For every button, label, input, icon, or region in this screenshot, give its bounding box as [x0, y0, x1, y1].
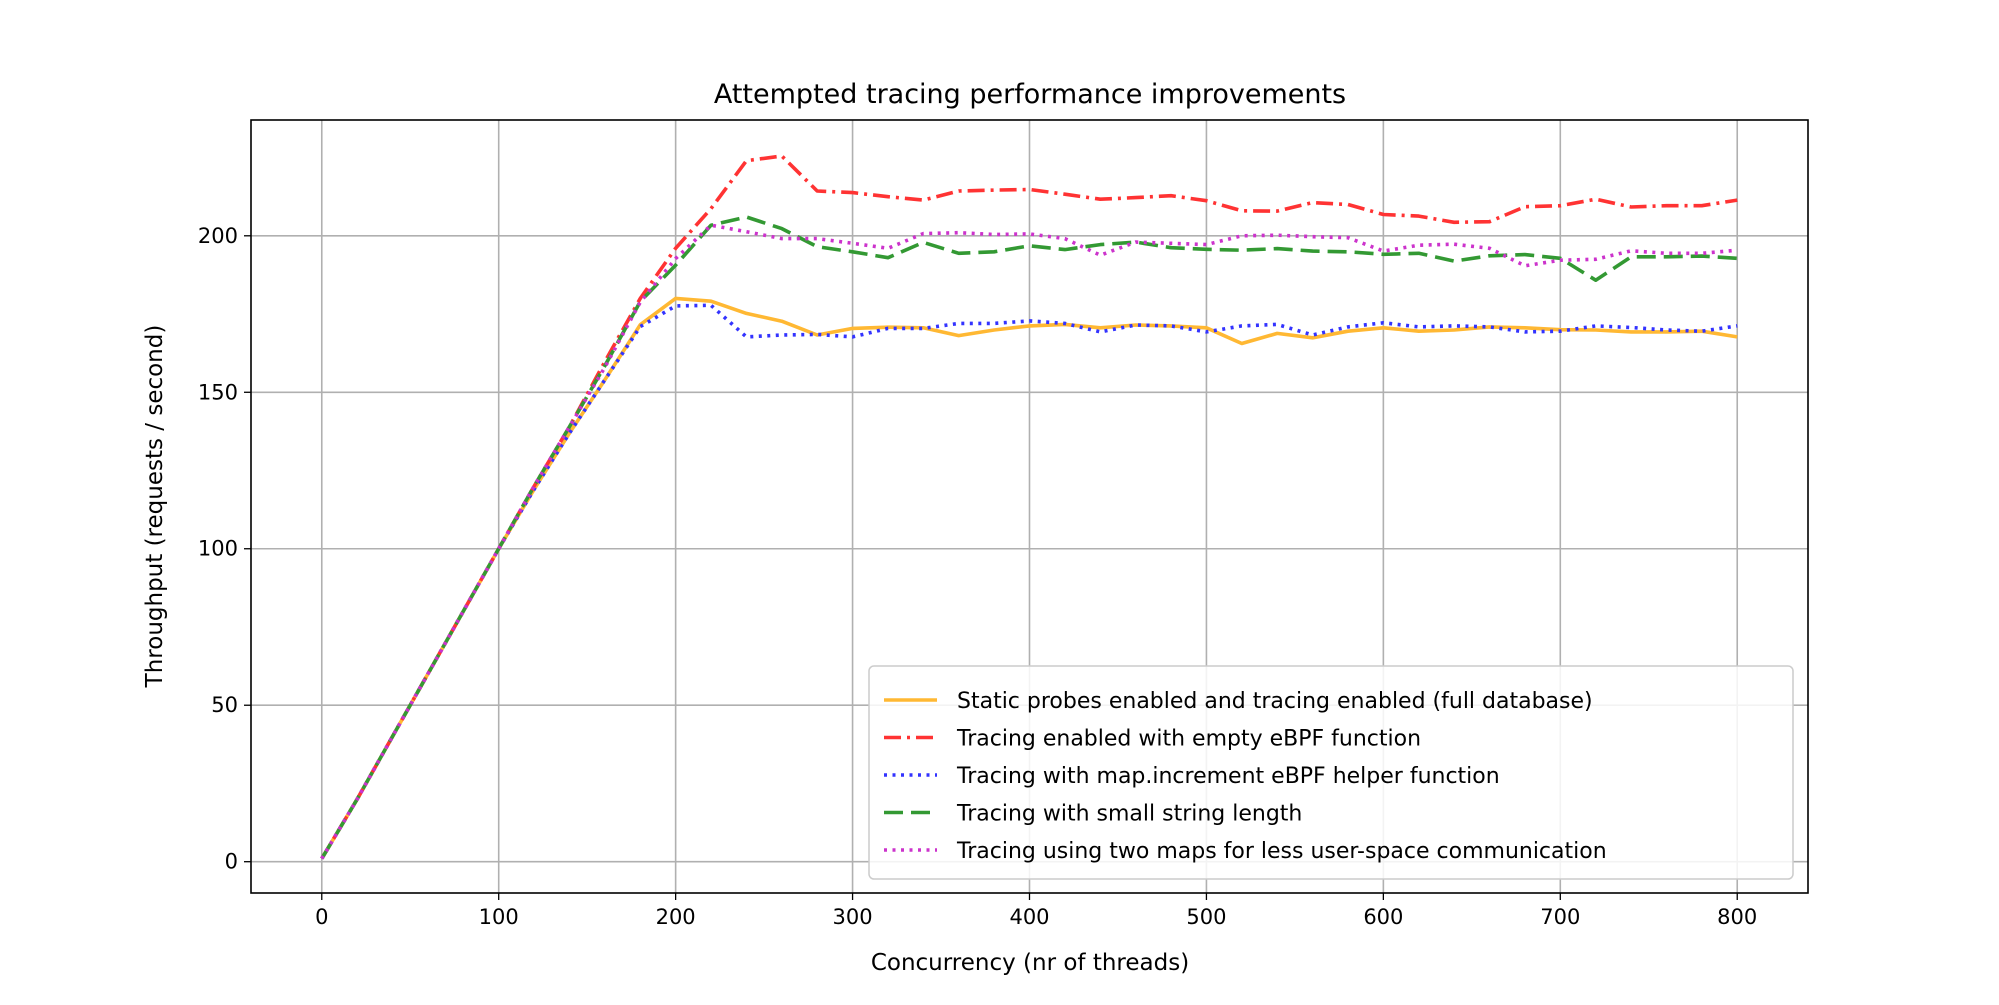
x-tick-label: 100	[479, 905, 519, 929]
x-axis-label: Concurrency (nr of threads)	[871, 950, 1189, 976]
y-tick-label: 200	[198, 224, 238, 248]
x-tick-label: 700	[1540, 905, 1580, 929]
legend: Static probes enabled and tracing enable…	[868, 665, 1794, 880]
chart-title: Attempted tracing performance improvemen…	[714, 79, 1346, 110]
legend-label: Tracing with map.increment eBPF helper f…	[956, 764, 1500, 789]
x-tick-label: 0	[315, 905, 328, 929]
x-tick-label: 400	[1009, 905, 1049, 929]
series-line-4	[320, 215, 1738, 860]
x-tick-label: 200	[656, 905, 696, 929]
x-tick-label: 300	[833, 905, 873, 929]
x-tick-label: 600	[1363, 905, 1403, 929]
y-tick-label: 50	[211, 693, 238, 717]
legend-label: Tracing with small string length	[956, 802, 1302, 827]
axis-ticks: 0 100 200 300 400 500 600 700 800 0 50 100 150 200	[198, 224, 1757, 929]
y-tick-label: 100	[198, 537, 238, 561]
series-lines	[320, 154, 1738, 860]
legend-box	[868, 665, 1794, 880]
y-axis-label: Throughput (requests / second)	[142, 325, 168, 689]
x-tick-label: 500	[1186, 905, 1226, 929]
x-tick-label: 800	[1717, 905, 1757, 929]
legend-label: Static probes enabled and tracing enable…	[957, 689, 1593, 714]
y-tick-label: 0	[225, 850, 238, 874]
series-line-3	[320, 303, 1738, 860]
legend-label: Tracing using two maps for less user-spa…	[956, 839, 1607, 864]
legend-label: Tracing enabled with empty eBPF function	[956, 727, 1421, 752]
y-tick-label: 150	[198, 380, 238, 404]
